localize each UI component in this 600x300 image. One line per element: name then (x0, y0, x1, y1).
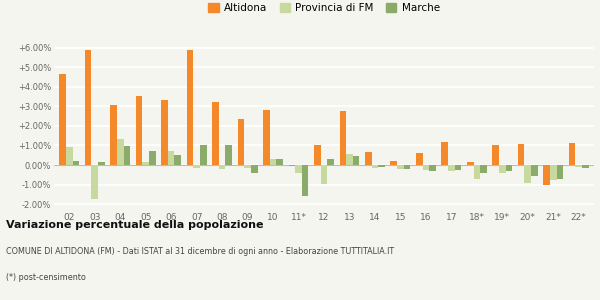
Bar (187, 50, 193, 165)
Bar (142, 162, 149, 165)
Bar (467, 162, 473, 165)
Bar (371, 165, 378, 168)
Bar (149, 151, 155, 165)
Bar (340, 111, 346, 165)
Bar (302, 165, 308, 196)
Bar (346, 154, 353, 165)
Bar (110, 105, 117, 165)
Bar (575, 165, 582, 167)
Bar (212, 103, 219, 165)
Bar (295, 165, 302, 173)
Bar (416, 153, 422, 165)
Bar (365, 152, 371, 165)
Bar (226, 145, 232, 165)
Bar (442, 142, 448, 165)
Bar (524, 165, 531, 183)
Bar (557, 165, 563, 179)
Bar (518, 143, 524, 165)
Bar (353, 156, 359, 165)
Bar (455, 165, 461, 170)
Bar (499, 165, 506, 173)
Bar (378, 165, 385, 167)
Bar (98, 162, 104, 165)
Bar (582, 165, 589, 168)
Bar (270, 159, 277, 165)
Bar (531, 165, 538, 176)
Bar (175, 155, 181, 165)
Legend: Altidona, Provincia di FM, Marche: Altidona, Provincia di FM, Marche (208, 3, 440, 13)
Bar (238, 119, 244, 165)
Bar (506, 165, 512, 171)
Text: (*) post-censimento: (*) post-censimento (6, 273, 86, 282)
Bar (473, 165, 480, 179)
Bar (168, 151, 175, 165)
Bar (263, 110, 270, 165)
Bar (124, 146, 130, 165)
Bar (117, 139, 124, 165)
Bar (193, 165, 200, 168)
Bar (404, 165, 410, 169)
Bar (550, 165, 557, 180)
Bar (397, 165, 404, 169)
Bar (251, 165, 257, 173)
Bar (136, 96, 142, 165)
Bar (328, 159, 334, 165)
Text: Variazione percentuale della popolazione: Variazione percentuale della popolazione (6, 220, 263, 230)
Bar (219, 165, 226, 169)
Bar (277, 159, 283, 165)
Bar (244, 165, 251, 168)
Bar (429, 165, 436, 171)
Bar (448, 165, 455, 171)
Bar (314, 146, 320, 165)
Text: COMUNE DI ALTIDONA (FM) - Dati ISTAT al 31 dicembre di ogni anno - Elaborazione : COMUNE DI ALTIDONA (FM) - Dati ISTAT al … (6, 248, 394, 256)
Bar (544, 165, 550, 184)
Bar (493, 145, 499, 165)
Bar (569, 142, 575, 165)
Bar (59, 74, 66, 165)
Bar (161, 100, 168, 165)
Bar (289, 165, 295, 166)
Bar (200, 145, 206, 165)
Bar (391, 161, 397, 165)
Bar (91, 165, 98, 199)
Bar (73, 161, 79, 165)
Bar (66, 147, 73, 165)
Bar (320, 165, 328, 184)
Bar (422, 165, 429, 170)
Bar (85, 50, 91, 165)
Bar (480, 165, 487, 173)
